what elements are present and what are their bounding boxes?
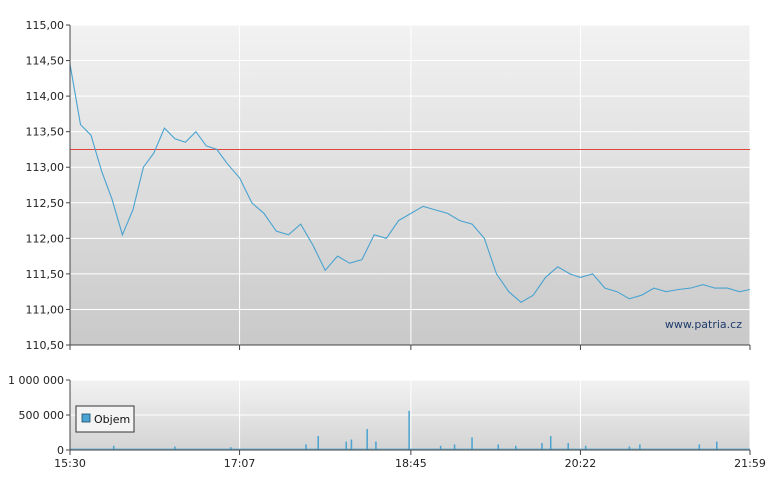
volume-bar [515,445,517,450]
volume-bar [305,444,307,450]
volume-bar [497,444,500,450]
volume-bar [549,436,552,450]
volume-bar [375,441,377,450]
volume-y-tick-label: 1 000 000 [8,374,64,387]
volume-bar [541,443,543,450]
price-y-tick-label: 113,50 [26,126,65,139]
price-y-tick-labels: 115,00 114,50 114,00 113,50 113,00 112,50 112,… [26,19,70,352]
volume-vertical-grid [239,380,751,450]
volume-bar [174,446,176,450]
x-tick-labels: 15:30 17:07 18:45 20:22 21:59 [54,450,766,470]
price-y-tick-label: 111,50 [26,268,65,281]
volume-bar [317,436,319,450]
price-y-tick-label: 112,50 [26,197,65,210]
volume-y-tick-labels: 1 000 000 500 000 0 [8,374,70,457]
volume-bar [350,439,353,450]
price-y-tick-label: 115,00 [26,19,65,32]
volume-bar [698,444,701,450]
volume-bar [567,443,569,450]
legend-label: Objem [94,413,130,426]
legend-swatch [81,413,91,423]
volume-baseline-strip [70,448,750,450]
price-vertical-grid [239,25,751,345]
volume-panel: 1 000 000 500 000 0 15:30 17:07 18:45 20:22 21… [8,374,766,470]
volume-bar [639,444,641,450]
price-y-tick-label: 114,50 [26,55,65,68]
price-plot-background [70,25,750,345]
price-y-tick-label: 113,00 [26,161,65,174]
volume-y-tick-label: 500 000 [19,409,65,422]
volume-bar [408,410,410,450]
price-panel: 115,00 114,50 114,00 113,50 113,00 112,50 112,… [26,19,751,352]
x-tick-label: 15:30 [54,457,86,470]
volume-bar [345,441,347,450]
x-tick-label: 20:22 [565,457,597,470]
price-series-line [69,64,751,303]
watermark: www.patria.cz [665,318,742,331]
x-tick-label: 21:59 [734,457,766,470]
x-tick-label: 17:07 [224,457,256,470]
volume-bar [112,445,115,450]
volume-bar [453,444,456,450]
volume-bar [471,437,473,450]
price-y-tick-label: 112,00 [26,232,65,245]
volume-bar [439,445,442,450]
legend: Objem [75,405,135,433]
volume-bar [366,429,368,450]
price-y-tick-label: 114,00 [26,90,65,103]
volume-bar [584,445,587,450]
price-y-tick-label: 110,50 [26,339,65,352]
x-tick-label: 18:45 [395,457,427,470]
volume-bar [716,441,718,450]
volume-bar [628,446,631,450]
volume-y-tick-label: 0 [57,444,64,457]
volume-bars [70,410,750,450]
price-y-tick-label: 111,00 [26,303,65,316]
price-x-tick-marks [69,345,751,350]
